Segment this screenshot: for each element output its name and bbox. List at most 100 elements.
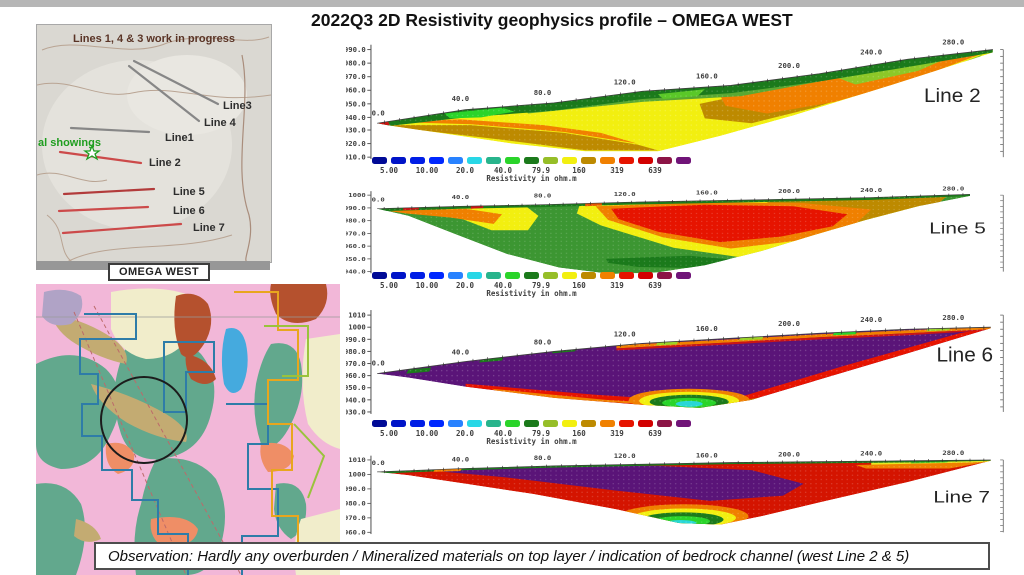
top-bar [0, 0, 1024, 7]
legend-swatch [410, 157, 425, 164]
y-tick-label: 970.0 [346, 359, 366, 368]
survey-line [57, 205, 150, 213]
legend-swatch [600, 157, 615, 164]
legend-value: 319 [610, 166, 624, 175]
legend-swatch [448, 157, 463, 164]
legend-swatch [391, 420, 406, 427]
y-tick-label: 950.0 [346, 383, 366, 392]
legend-swatch [619, 272, 634, 279]
legend-swatch [524, 272, 539, 279]
x-tick-label: 80.0 [534, 455, 552, 462]
x-tick-label: 80.0 [534, 192, 552, 199]
legend-swatch [372, 272, 387, 279]
profile-label: Line 5 [929, 219, 986, 237]
legend-swatch [505, 420, 520, 427]
y-tick-label: 990.0 [346, 486, 366, 493]
y-tick-label: 930.0 [346, 408, 366, 417]
legend-swatch [543, 272, 558, 279]
sketch-note: Lines 1, 4 & 3 work in progress [73, 33, 235, 45]
legend-value: 10.00 [415, 166, 439, 175]
x-tick-label: 200.0 [778, 188, 800, 195]
legend-value: 10.00 [415, 281, 439, 290]
legend-swatch [600, 420, 615, 427]
profile-plot-line-2: 990.0 980.0 970.0 960.0 950.0 940.0 930.0 920.0… [346, 38, 1004, 162]
x-tick-label: 120.0 [614, 453, 636, 460]
legend-swatch [581, 420, 596, 427]
y-tick-label: 940.0 [346, 395, 366, 404]
legend-swatch [486, 157, 501, 164]
legend-value: 160 [572, 429, 586, 438]
legend-value: 40.0 [493, 281, 513, 290]
x-tick-label: 120.0 [614, 191, 636, 198]
legend-swatch [562, 420, 577, 427]
y-tick-label: 950.0 [346, 256, 366, 263]
x-tick-label: 80.0 [534, 337, 551, 346]
y-tick-label: 990.0 [346, 335, 366, 344]
profile-plot-line-6: 1010 1000 990.0 980.0 970.0 960.0 950.0 940.0 93… [346, 310, 1004, 417]
x-tick-label: 280.0 [942, 449, 964, 456]
y-tick-label: 920.0 [346, 139, 366, 148]
legend-caption: Resistivity in ohm.m [486, 174, 577, 183]
y-tick-label: 980.0 [346, 347, 366, 356]
legend-value: 5.00 [379, 281, 399, 290]
legend-swatch [505, 157, 520, 164]
legend-swatch [676, 272, 691, 279]
sketch-map-svg: Lines 1, 4 & 3 work in progress Line3 Line… [37, 25, 271, 262]
y-tick-label: 970.0 [346, 230, 366, 237]
resistivity-legend: 5.00 10.00 20.0 40.0 79.9 160 319 639 Resistivit… [372, 420, 704, 448]
legend-value: 40.0 [493, 166, 513, 175]
x-tick-label: 80.0 [534, 88, 551, 97]
legend-swatch [429, 420, 444, 427]
profile-line-7: 1010 1000 990.0 980.0 970.0 960.0 0.0 40.0 80.0 1… [346, 448, 1022, 540]
legend-value: 639 [648, 429, 662, 438]
legend-value: 319 [610, 429, 624, 438]
topography-line [377, 194, 971, 210]
y-tick-label: 960.0 [346, 371, 366, 380]
y-tick-label: 960.0 [346, 243, 366, 250]
x-tick-label: 0.0 [372, 359, 385, 368]
area-label: OMEGA WEST [108, 263, 210, 281]
resistivity-legend: 5.00 10.00 20.0 40.0 79.9 160 319 639 Resistivit… [372, 157, 704, 185]
y-tick-label: 930.0 [346, 126, 366, 135]
x-tick-label: 120.0 [614, 78, 636, 87]
legend-swatch [600, 272, 615, 279]
legend-caption: Resistivity in ohm.m [486, 437, 577, 446]
legend-swatch [638, 157, 653, 164]
legend-value: 20.0 [455, 281, 475, 290]
mineral-showings-label: al showings [38, 137, 101, 149]
survey-line-label: Line 6 [173, 205, 205, 217]
legend-swatch [467, 420, 482, 427]
profile-line-5: 1000 990.0 980.0 970.0 960.0 950.0 940.0 0.0 40.… [346, 184, 1022, 278]
legend-swatch [619, 420, 634, 427]
target-circle-annotation [100, 376, 188, 464]
y-tick-label: 960.0 [346, 86, 366, 95]
legend-value: 79.9 [531, 429, 551, 438]
legend-swatch [543, 420, 558, 427]
legend-swatch [448, 420, 463, 427]
legend-swatch [372, 157, 387, 164]
x-tick-label: 40.0 [452, 456, 470, 463]
x-tick-label: 40.0 [452, 194, 470, 201]
profile-plot-line-7: 1010 1000 990.0 980.0 970.0 960.0 0.0 40.0 80.0 1… [346, 449, 1004, 536]
x-tick-label: 280.0 [942, 185, 964, 192]
y-tick-label: 1010 [348, 457, 366, 464]
legend-swatch [372, 420, 387, 427]
observation-note: Observation: Hardly any overburden / Min… [94, 542, 990, 570]
legend-swatch [467, 272, 482, 279]
geology-map-svg [36, 284, 340, 575]
legend-swatch [524, 420, 539, 427]
survey-line [58, 150, 143, 165]
legend-value: 79.9 [531, 166, 551, 175]
x-tick-label: 280.0 [942, 38, 964, 47]
legend-swatch [429, 157, 444, 164]
survey-line-label: Line 4 [204, 117, 237, 129]
x-tick-label: 160.0 [696, 452, 718, 459]
legend-swatch [410, 272, 425, 279]
y-tick-label: 950.0 [346, 100, 366, 109]
legend-value: 20.0 [455, 166, 475, 175]
x-tick-label: 120.0 [614, 329, 636, 338]
legend-swatch [486, 272, 501, 279]
legend-swatch [391, 272, 406, 279]
y-tick-label: 1000 [348, 323, 365, 332]
y-tick-label: 980.0 [346, 500, 366, 507]
